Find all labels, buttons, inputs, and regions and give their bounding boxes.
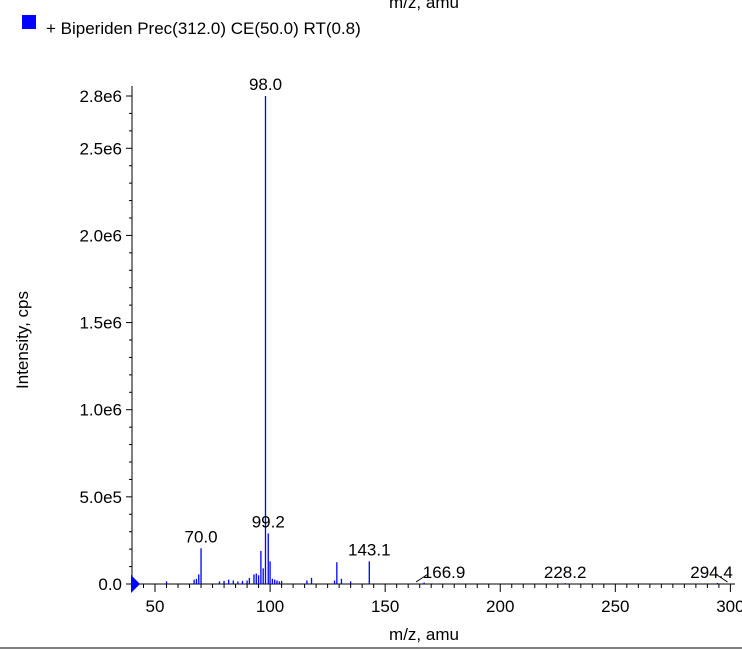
x-tick-label: 300 <box>716 597 742 616</box>
x-axis-title: m/z, amu <box>389 625 459 644</box>
y-tick-label: 2.5e6 <box>79 139 122 158</box>
peak-annotation: 228.2 <box>544 563 587 582</box>
x-axis-ticks: 50 100 150 200 250 300 <box>143 584 742 616</box>
annotation-leader <box>715 573 728 583</box>
peak-annotation: 99.2 <box>252 512 285 531</box>
y-tick-label: 1.0e6 <box>79 401 122 420</box>
y-tick-label: 1.5e6 <box>79 314 122 333</box>
legend: + Biperiden Prec(312.0) CE(50.0) RT(0.8) <box>22 15 361 38</box>
legend-label: + Biperiden Prec(312.0) CE(50.0) RT(0.8) <box>46 19 361 38</box>
zero-marker-icon <box>131 575 140 593</box>
x-tick-label: 250 <box>601 597 629 616</box>
y-tick-label: 0.0 <box>98 575 122 594</box>
x-tick-label: 50 <box>146 597 165 616</box>
top-cut-label: m/z, amu <box>389 0 459 12</box>
y-axis-title: Intensity, cps <box>13 291 32 389</box>
peak-annotation: 166.9 <box>423 563 466 582</box>
peak-annotation: 143.1 <box>348 540 391 559</box>
x-tick-label: 100 <box>256 597 284 616</box>
axes <box>131 86 735 585</box>
legend-swatch <box>22 15 36 29</box>
spectrum-peaks <box>165 96 719 584</box>
y-tick-label: 2.0e6 <box>79 226 122 245</box>
y-tick-label: 2.8e6 <box>79 87 122 106</box>
y-tick-label: 5.0e5 <box>79 488 122 507</box>
peak-annotation: 98.0 <box>249 75 282 94</box>
x-tick-label: 200 <box>486 597 514 616</box>
annotation-leader <box>415 573 429 583</box>
peak-annotations: 98.0 70.0 99.2 143.1 166.9 228.2 294.4 <box>184 75 733 583</box>
peak-annotation: 294.4 <box>690 563 733 582</box>
peak-annotation: 70.0 <box>184 527 217 546</box>
x-tick-label: 150 <box>371 597 399 616</box>
y-axis-ticks: 0.0 5.0e5 1.0e6 1.5e6 2.0e6 2.5e6 2.8e6 <box>79 87 132 594</box>
